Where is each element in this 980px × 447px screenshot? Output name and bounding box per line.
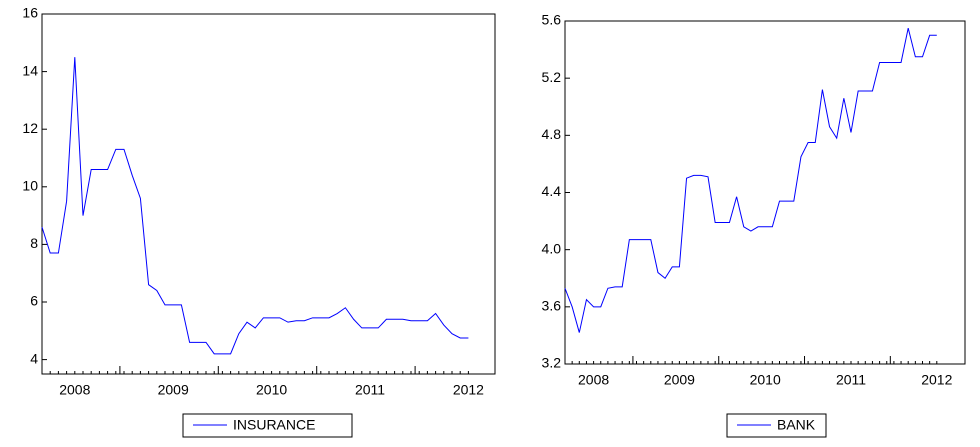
- legend-box: [182, 413, 353, 438]
- series-line: [41, 57, 469, 355]
- y-tick-label: 5.2: [542, 69, 562, 85]
- y-tick-label: 8: [30, 235, 38, 251]
- y-tick-label: 12: [22, 120, 38, 136]
- legend-label: INSURANCE: [233, 417, 315, 433]
- y-tick-label: 4.4: [542, 183, 562, 199]
- y-tick-label: 10: [22, 178, 38, 194]
- legend-label: BANK: [777, 417, 816, 433]
- y-tick-label: 5.6: [542, 12, 562, 28]
- y-tick-label: 4.0: [542, 240, 562, 256]
- x-tick-label: 2009: [158, 382, 189, 398]
- x-tick-label: 2010: [256, 382, 287, 398]
- x-tick-label: 2011: [355, 382, 385, 398]
- y-tick-label: 6: [30, 293, 38, 309]
- series-line: [564, 28, 937, 333]
- x-tick-label: 2008: [59, 382, 90, 398]
- y-tick-label: 4: [30, 350, 38, 366]
- legend-box: [726, 413, 827, 438]
- x-tick-label: 2012: [453, 382, 484, 398]
- y-tick-label: 3.6: [542, 298, 562, 314]
- y-tick-label: 4.8: [542, 126, 562, 142]
- y-tick-label: 16: [22, 5, 38, 21]
- plot-frame: [41, 13, 496, 375]
- x-tick-label: 2008: [578, 372, 609, 388]
- y-tick-label: 3.2: [542, 355, 562, 371]
- y-tick-label: 14: [22, 62, 38, 78]
- x-tick-label: 2010: [750, 372, 781, 388]
- plot-frame: [564, 20, 966, 365]
- x-tick-label: 2011: [836, 372, 866, 388]
- x-tick-label: 2012: [921, 372, 952, 388]
- x-tick-label: 2009: [664, 372, 695, 388]
